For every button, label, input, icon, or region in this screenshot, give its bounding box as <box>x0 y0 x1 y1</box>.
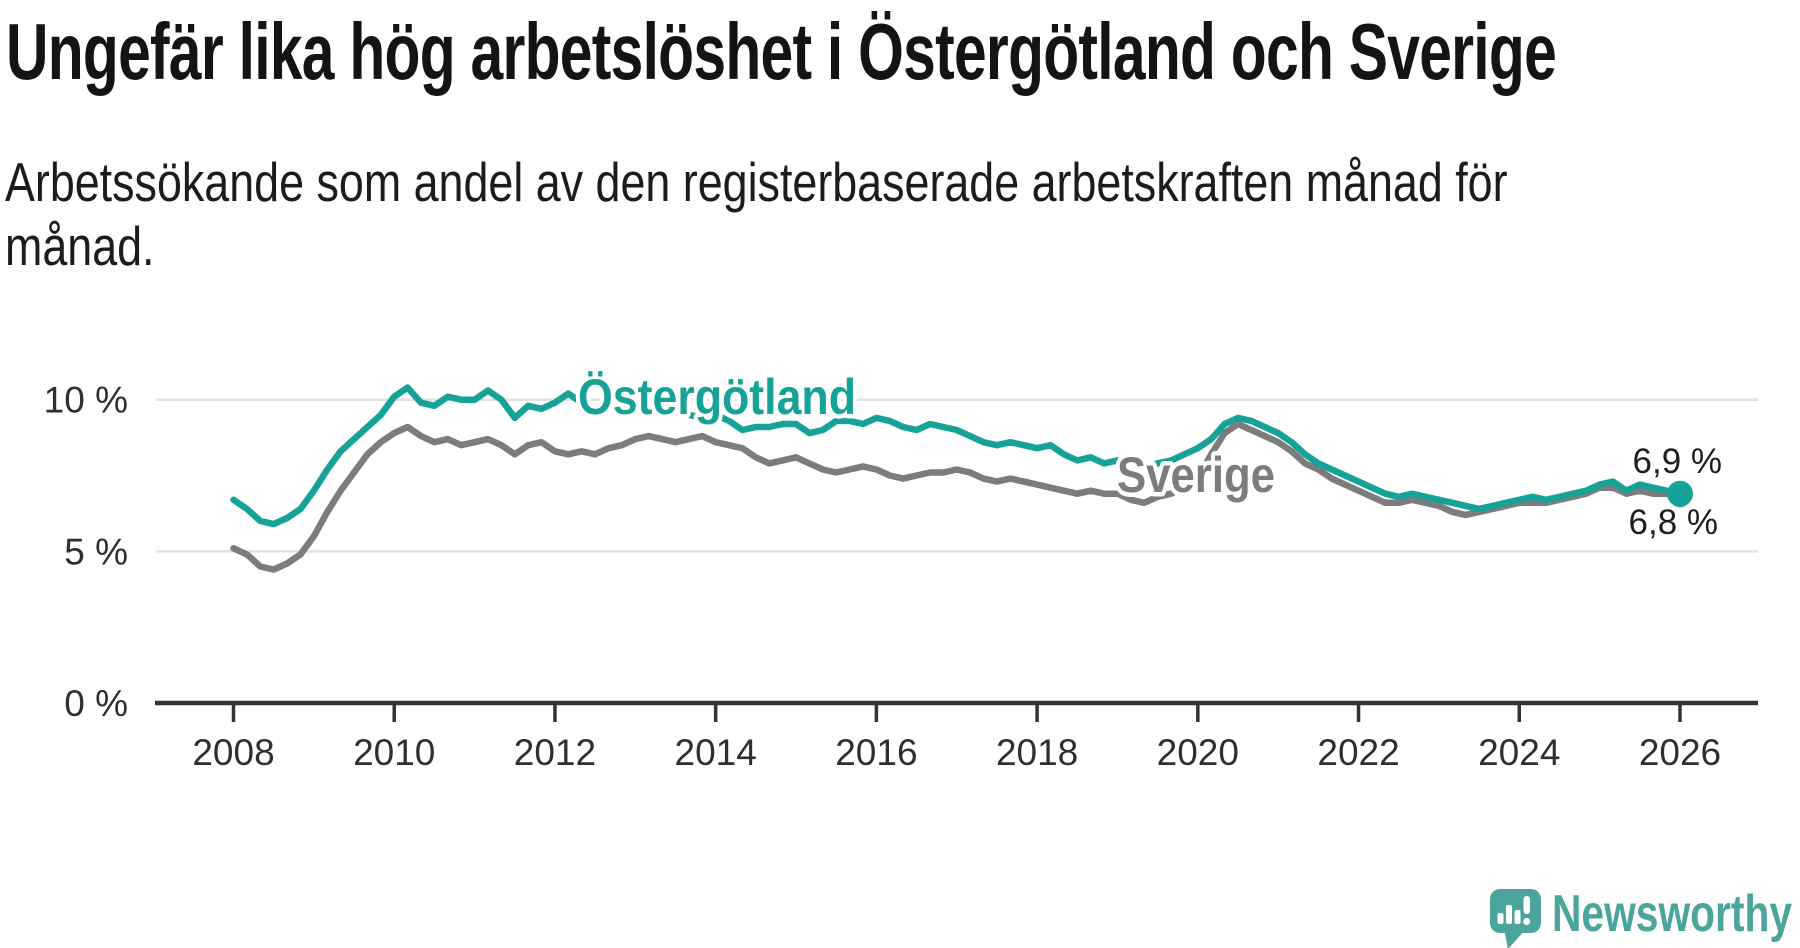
newsworthy-speech-bubble-icon <box>1490 889 1541 948</box>
bar-chart-bar-3 <box>1514 910 1521 924</box>
exclamation-mark-bar <box>1523 896 1530 914</box>
speech-bubble-tail <box>1504 929 1526 948</box>
end-label-östergötland: 6,9 % <box>1633 442 1723 481</box>
bar-chart-bar-2 <box>1506 905 1512 924</box>
x-tick-label-2020: 2020 <box>1157 732 1239 773</box>
y-tick-label-0: 0 % <box>64 683 128 724</box>
newsworthy-wordmark: Newsworthy <box>1552 885 1792 943</box>
y-tick-label-5: 5 % <box>64 531 128 572</box>
end-label-sverige: 6,8 % <box>1629 503 1719 542</box>
series-label-sverige: Sverige <box>1117 447 1275 503</box>
series-end-value-labels: 6,8 % 6,9 % <box>1625 438 1727 546</box>
bar-chart-bar-1 <box>1497 913 1504 924</box>
x-tick-label-2010: 2010 <box>353 732 435 773</box>
series-labels: Sverige Östergötland <box>574 365 1280 508</box>
series-lines <box>230 384 1684 573</box>
x-axis <box>155 700 1758 722</box>
gridlines <box>156 398 1758 553</box>
chart-title: Ungefär lika hög arbetslöshet i Östergöt… <box>6 7 1557 96</box>
x-axis-labels: 2008 2010 2012 2014 2016 2018 2020 2022 2024 2026 <box>192 732 1721 773</box>
y-axis-labels: 10 % 5 % 0 % <box>44 380 128 724</box>
x-tick-label-2026: 2026 <box>1639 732 1721 773</box>
x-tick-label-2022: 2022 <box>1317 732 1399 773</box>
end-dot-östergötland <box>1666 480 1693 507</box>
line-sverige <box>230 420 1684 573</box>
series-end-dots <box>1666 480 1693 508</box>
x-tick-label-2018: 2018 <box>996 732 1078 773</box>
x-tick-label-2016: 2016 <box>835 732 917 773</box>
x-tick-label-2012: 2012 <box>514 732 596 773</box>
series-label-östergötland: Östergötland <box>578 369 856 425</box>
y-tick-label-10: 10 % <box>44 380 128 421</box>
chart-subtitle: Arbetssökande som andel av den registerb… <box>5 151 1508 277</box>
newsworthy-logo: Newsworthy <box>1490 885 1792 948</box>
line-östergötland <box>230 384 1684 528</box>
x-tick-label-2008: 2008 <box>192 732 274 773</box>
x-tick-label-2024: 2024 <box>1478 732 1560 773</box>
exclamation-mark-dot <box>1523 917 1531 926</box>
x-tick-label-2014: 2014 <box>675 732 757 773</box>
